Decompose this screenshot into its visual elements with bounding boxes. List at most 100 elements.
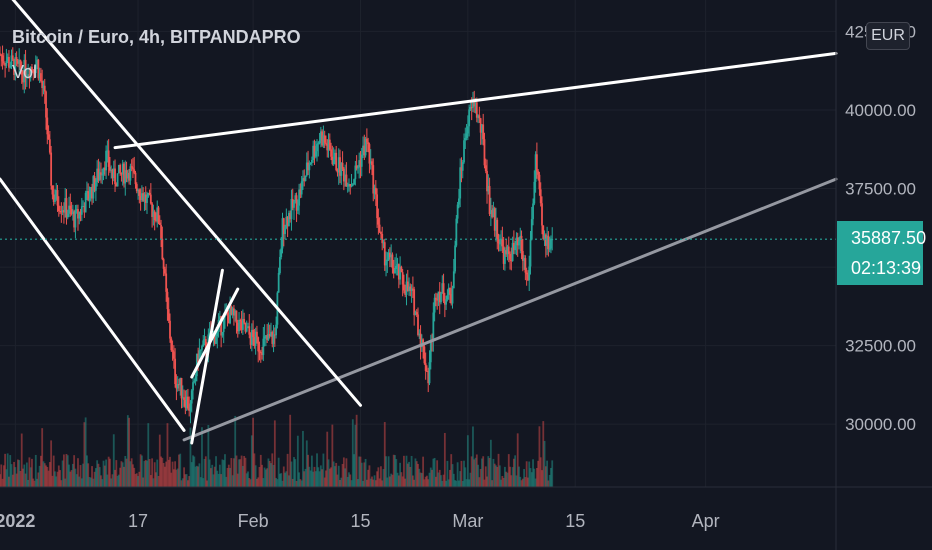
volume-bar — [521, 478, 524, 487]
candle-body — [498, 243, 501, 245]
volume-bar — [229, 467, 231, 487]
candle-body — [271, 332, 274, 344]
candle-body — [487, 186, 490, 192]
candle-body — [134, 172, 137, 185]
volume-bar — [363, 462, 366, 487]
volume-bar — [276, 479, 279, 487]
candle-body — [29, 66, 32, 79]
volume-bar — [461, 480, 464, 487]
volume-bar — [139, 454, 142, 487]
candle-body — [346, 185, 349, 187]
candle-body — [316, 144, 318, 152]
candle-body — [59, 211, 61, 213]
candle-body — [408, 286, 410, 292]
candle-body — [330, 149, 332, 157]
volume-bar — [54, 471, 56, 487]
candle-body — [443, 301, 446, 305]
candle-body — [479, 118, 482, 133]
volume-bar — [94, 468, 97, 487]
volume-bar — [80, 478, 83, 487]
volume-bar — [365, 479, 368, 487]
volume-bar — [24, 473, 27, 487]
candle-body — [277, 273, 280, 293]
candle-body — [312, 145, 315, 160]
volume-bar — [388, 476, 391, 487]
currency-button[interactable]: EUR — [866, 22, 910, 50]
volume-bar — [313, 466, 316, 487]
volume-bar — [353, 454, 355, 487]
volume-bar — [71, 463, 74, 487]
volume-bar — [123, 466, 125, 487]
candle-body — [56, 190, 59, 206]
candle-body — [198, 350, 201, 363]
candle-body — [64, 198, 67, 213]
volume-bar — [367, 469, 370, 487]
candle-body — [289, 212, 292, 220]
candle-body — [539, 189, 542, 204]
candle-body — [94, 182, 97, 191]
volume-bar — [426, 475, 428, 487]
volume-bar — [57, 465, 60, 487]
candle-body — [102, 167, 105, 175]
candle-body — [411, 288, 414, 290]
candle-body — [472, 98, 474, 108]
candle-body — [345, 174, 348, 187]
candle-body — [106, 150, 109, 152]
volume-bar — [0, 464, 3, 487]
volume-bar — [527, 477, 529, 487]
volume-bar — [9, 455, 12, 487]
candle-body — [34, 64, 37, 74]
volume-bar — [396, 472, 399, 487]
volume-bar — [75, 474, 78, 487]
candle-body — [138, 189, 141, 196]
volume-bar — [210, 468, 212, 487]
candle-body — [10, 55, 13, 67]
candle-body — [327, 139, 330, 151]
volume-bar — [307, 454, 309, 487]
symbol-legend[interactable]: Bitcoin / Euro, 4h, BITPANDAPRO — [12, 27, 301, 47]
candle-body — [437, 291, 440, 300]
volume-bar — [174, 461, 177, 487]
volume-bar — [121, 462, 124, 487]
volume-bar — [532, 459, 534, 487]
volume-bar — [321, 469, 324, 487]
candle-body — [272, 334, 275, 344]
candle-body — [15, 57, 18, 61]
volume-bar — [91, 466, 93, 487]
volume-bar — [128, 417, 131, 487]
volume-bar — [83, 422, 86, 487]
volume-bar — [406, 463, 409, 487]
volume-bar — [541, 470, 543, 487]
volume-bar — [346, 476, 349, 487]
time-tick-label: 15 — [350, 511, 370, 531]
volume-bar — [64, 478, 67, 487]
volume-bar — [409, 466, 412, 487]
candle-body — [126, 172, 129, 179]
candle-body — [313, 145, 316, 157]
candle-body — [60, 211, 63, 213]
candle-body — [478, 115, 481, 119]
volume-bar — [525, 461, 528, 487]
volume-legend[interactable]: Vol — [12, 62, 38, 82]
candle-body — [45, 91, 47, 118]
candle-body — [37, 59, 40, 79]
volume-bar — [142, 477, 145, 487]
volume-bar — [254, 465, 257, 487]
candle-body — [452, 271, 455, 289]
candle-body — [528, 266, 531, 281]
volume-bar — [185, 474, 188, 487]
candle-body — [129, 166, 132, 181]
candle-body — [403, 284, 405, 291]
candle-body — [423, 346, 426, 364]
volume-bar — [13, 461, 15, 487]
candle-body — [300, 181, 303, 195]
volume-bar — [233, 458, 235, 487]
candle-body — [372, 165, 375, 194]
volume-bar — [144, 459, 147, 487]
volume-bar — [111, 474, 114, 487]
volume-bar — [195, 465, 198, 487]
candle-body — [358, 160, 361, 168]
volume-bar — [298, 472, 301, 487]
volume-bar — [441, 480, 444, 487]
